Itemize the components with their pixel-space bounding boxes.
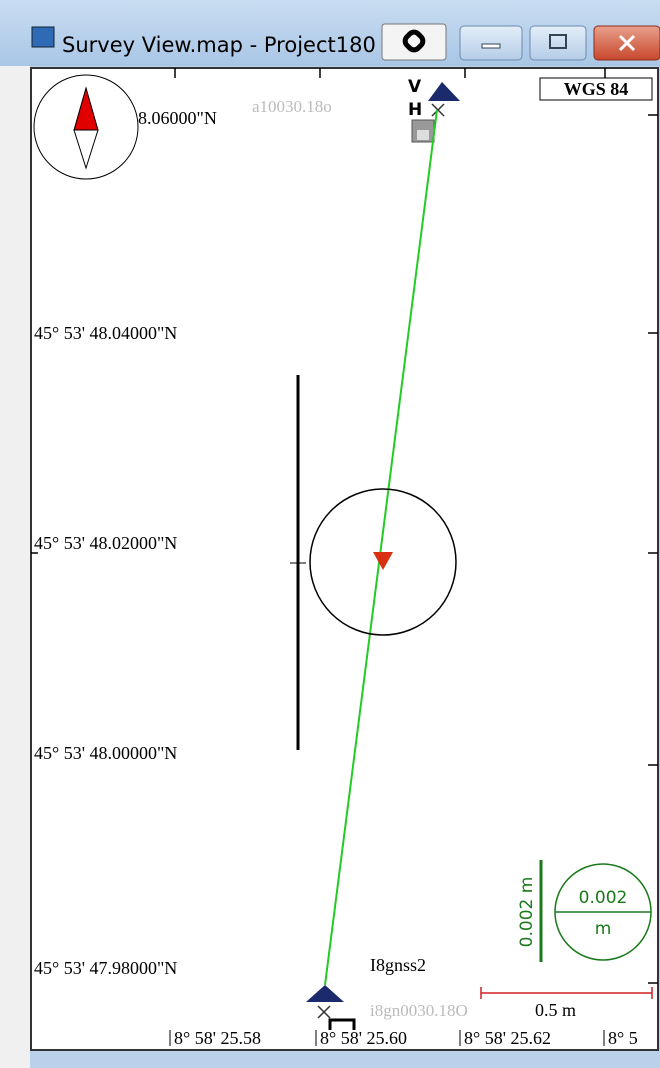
station-cross <box>317 1005 331 1019</box>
station-cross <box>431 103 445 117</box>
latitude-label: 45° 53' 47.98000"N <box>34 958 177 978</box>
longitude-label: 8° 58' 25.58 <box>174 1028 261 1048</box>
station-name: I8gnss2 <box>370 955 426 975</box>
maximize-button[interactable] <box>529 25 587 61</box>
latitude-label: 45° 53' 48.04000"N <box>34 323 177 343</box>
minimize-icon <box>481 43 501 49</box>
map-panel <box>30 67 659 1051</box>
left-strip <box>0 66 30 1068</box>
station-marker <box>428 82 460 101</box>
tool-button[interactable] <box>381 23 447 61</box>
datum-box <box>539 77 653 101</box>
scale-bar-label: 0.5 m <box>535 1000 576 1020</box>
close-icon <box>618 34 636 52</box>
longitude-label: 8° 58' 25.62 <box>464 1028 551 1048</box>
longitude-label: 8° 58' 25.60 <box>320 1028 407 1048</box>
window-title: Survey View.map - Project180 <box>62 33 376 57</box>
latitude-label: 8.06000"N <box>138 108 217 128</box>
error-ellipse <box>309 488 457 636</box>
tool-icon <box>402 29 426 53</box>
height-scale-label: 0.002 m <box>517 877 537 948</box>
border-ticks <box>31 68 658 984</box>
baseline <box>324 109 438 986</box>
scale-bar <box>480 987 653 999</box>
error-scale-unit: m <box>595 919 612 939</box>
storage-icon-label <box>417 130 429 140</box>
station-marker <box>306 985 344 1002</box>
station-file: a10030.18o <box>252 97 332 116</box>
station-flag: H <box>408 100 422 120</box>
error-scale-value: 0.002 <box>579 888 628 908</box>
station-file: i8gn0030.18O <box>370 1001 468 1020</box>
station-flag: V <box>408 77 422 97</box>
antenna-icon <box>328 1018 356 1030</box>
app-icon <box>31 26 55 48</box>
compass-south <box>73 129 99 170</box>
solution-marker <box>373 552 393 570</box>
latitude-label: 45° 53' 48.02000"N <box>34 533 177 553</box>
minimize-button[interactable] <box>459 25 523 61</box>
maximize-icon <box>549 34 567 49</box>
datum-label: WGS 84 <box>564 79 629 99</box>
latitude-label: 45° 53' 48.00000"N <box>34 743 177 763</box>
longitude-label: 8° 5 <box>608 1028 638 1048</box>
